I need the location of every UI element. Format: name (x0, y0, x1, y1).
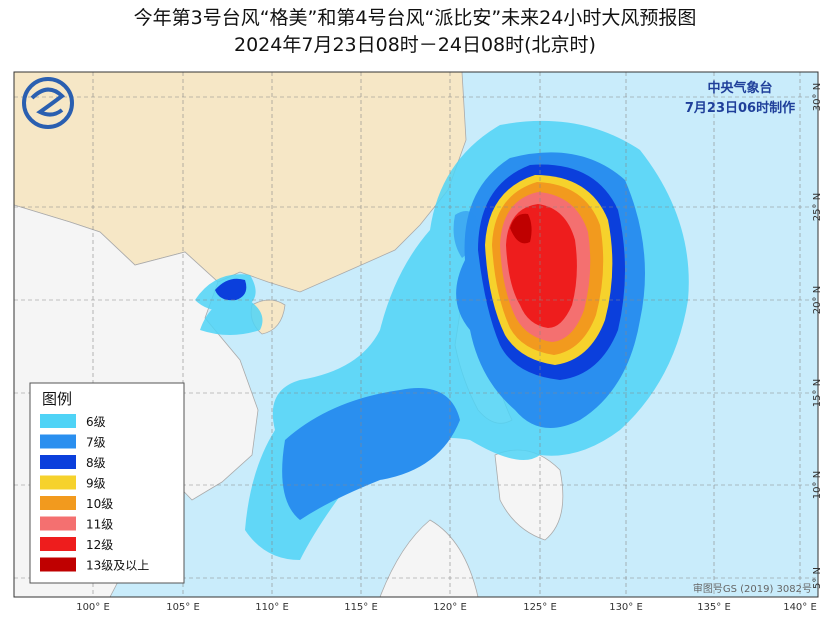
agency-name: 中央气象台 (707, 80, 772, 96)
longitude-label: 120° E (433, 602, 467, 613)
legend: 图例 6级 7级 8级 9级 10级 11级 12级 13级及以上 (29, 382, 185, 584)
legend-swatch (40, 455, 76, 469)
wind-zones (195, 120, 689, 560)
legend-title: 图例 (42, 390, 72, 408)
longitude-label: 105° E (166, 602, 200, 613)
legend-label: 13级及以上 (86, 559, 149, 573)
longitude-label: 140° E (783, 602, 817, 613)
map-frame (13, 71, 819, 598)
longitude-label: 130° E (609, 602, 643, 613)
legend-label: 7级 (86, 436, 106, 450)
legend-swatch (40, 414, 76, 428)
cma-logo (22, 77, 74, 129)
latitude-label: 10° N (812, 471, 823, 499)
longitude-label: 110° E (255, 602, 289, 613)
legend-label: 10级 (86, 497, 113, 511)
subtitle: 2024年7月23日08时－24日08时(北京时) (234, 34, 596, 56)
legend-label: 12级 (86, 538, 113, 552)
legend-swatch (40, 496, 76, 510)
legend-label: 6级 (86, 415, 106, 429)
latitude-label: 5° N (812, 567, 823, 589)
latitude-label: 20° N (812, 286, 823, 314)
longitude-label: 100° E (76, 602, 110, 613)
legend-label: 9级 (86, 477, 106, 491)
title: 今年第3号台风“格美”和第4号台风“派比安”未来24小时大风预报图 (134, 7, 697, 29)
legend-swatch (40, 434, 76, 449)
taiwan (453, 211, 478, 258)
borneo (379, 519, 479, 597)
legend-label: 11级 (86, 518, 113, 532)
latitude-label: 30° N (812, 83, 823, 111)
issued-time: 7月23日06时制作 (685, 100, 795, 116)
legend-label: 8级 (86, 456, 106, 470)
longitude-label: 135° E (697, 602, 731, 613)
map-review-number: 审图号GS (2019) 3082号 (693, 582, 812, 595)
legend-swatch (40, 537, 76, 551)
latitude-label: 25° N (812, 193, 823, 221)
wind-zone (510, 213, 532, 244)
longitude-label: 115° E (344, 602, 378, 613)
longitude-label: 125° E (523, 602, 557, 613)
latitude-label: 15° N (812, 379, 823, 407)
frame (13, 71, 819, 598)
legend-swatch (40, 475, 76, 490)
legend-swatch (40, 557, 76, 572)
legend-swatch (40, 516, 76, 531)
